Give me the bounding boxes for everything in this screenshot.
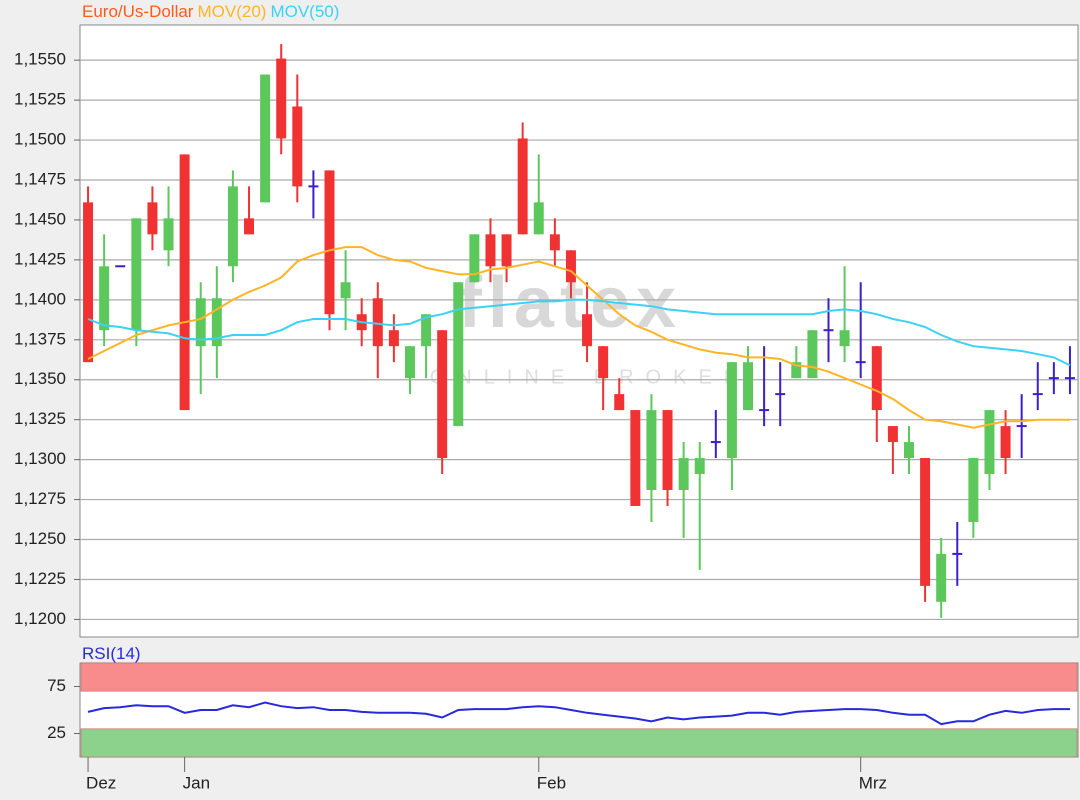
candle-body xyxy=(871,346,882,411)
candle-body xyxy=(839,330,850,347)
candle-body xyxy=(211,298,222,347)
candle-body xyxy=(83,202,94,363)
candle-body xyxy=(99,266,110,331)
candle-body xyxy=(244,218,255,235)
y-tick-label: 1,1350 xyxy=(14,369,66,388)
watermark-tagline: ONLINE BROKER xyxy=(430,366,750,388)
candle-body xyxy=(791,362,802,379)
candle-body xyxy=(743,362,754,411)
candle-body xyxy=(501,234,512,267)
y-tick-label: 1,1550 xyxy=(14,50,66,69)
candle-body xyxy=(469,234,480,283)
candle-body xyxy=(163,218,174,251)
candle-body xyxy=(292,106,303,187)
rsi-legend: RSI(14) xyxy=(82,644,141,663)
candle-body xyxy=(630,410,641,506)
line xyxy=(87,701,1070,726)
candle-body xyxy=(920,458,931,586)
candle-body xyxy=(533,202,544,235)
candle-body xyxy=(726,362,737,459)
candle-body xyxy=(662,410,673,490)
legend-entry: MOV(50) xyxy=(270,2,340,21)
rsi-zone xyxy=(80,728,1078,758)
moving-average-line xyxy=(87,246,1070,429)
candle-body xyxy=(678,458,689,490)
candle-body xyxy=(968,458,979,522)
candle-body xyxy=(260,74,271,203)
y-tick-label: 1,1500 xyxy=(14,130,66,149)
candle-body xyxy=(195,298,206,347)
candle-body xyxy=(517,138,528,235)
candle-body xyxy=(598,346,609,379)
y-tick-label: 1,1525 xyxy=(14,90,66,109)
candle-body xyxy=(485,234,496,267)
candle-body xyxy=(437,330,448,459)
y-tick-label: 1,1300 xyxy=(14,449,66,468)
y-tick-label: 1,1250 xyxy=(14,529,66,548)
x-tick-label: Dez xyxy=(86,773,116,792)
candle-body xyxy=(807,330,818,379)
legend: Euro/Us-Dollar MOV(20) MOV(50) xyxy=(82,2,343,22)
candle-body xyxy=(1000,426,1011,459)
x-tick-label: Jan xyxy=(183,773,210,792)
candle-body xyxy=(179,154,190,411)
candle-body xyxy=(227,186,238,267)
y-tick-label: 1,1425 xyxy=(14,249,66,268)
y-tick-label: 1,1450 xyxy=(14,209,66,228)
candle-body xyxy=(340,282,351,299)
candle-body xyxy=(324,170,335,315)
y-tick-label: 1,1400 xyxy=(14,289,66,308)
rsi-zone xyxy=(80,662,1078,692)
candle-body xyxy=(887,426,898,443)
candle-body xyxy=(147,202,158,235)
candle-body xyxy=(936,553,947,602)
candle-body xyxy=(565,250,576,283)
candle-body xyxy=(903,442,914,459)
y-tick-label: 25 xyxy=(47,723,66,742)
candle-body xyxy=(614,394,625,411)
x-tick-label: Feb xyxy=(537,773,566,792)
y-tick-label: 1,1275 xyxy=(14,489,66,508)
candle-body xyxy=(646,410,657,490)
y-tick-label: 1,1325 xyxy=(14,409,66,428)
y-tick-label: 1,1225 xyxy=(14,569,66,588)
candle-body xyxy=(453,282,464,427)
y-tick-label: 1,1200 xyxy=(14,609,66,628)
moving-average-line xyxy=(87,298,1071,367)
legend-entry: Euro/Us-Dollar xyxy=(82,2,194,21)
candle-body xyxy=(372,298,383,347)
y-tick-label: 75 xyxy=(47,676,66,695)
candle-body xyxy=(694,458,705,475)
price-plot-area xyxy=(79,24,1079,638)
candle-body xyxy=(276,58,287,139)
y-tick-label: 1,1375 xyxy=(14,329,66,348)
candle-body xyxy=(388,330,399,347)
candle-body xyxy=(582,314,593,347)
legend-entry: MOV(20) xyxy=(197,2,267,21)
y-tick-label: 1,1475 xyxy=(14,169,66,188)
candle-body xyxy=(421,314,432,347)
candle-body xyxy=(984,410,995,475)
x-tick-label: Mrz xyxy=(859,773,887,792)
candle-body xyxy=(131,218,142,331)
candle-body xyxy=(549,234,560,251)
candle-body xyxy=(404,346,415,379)
